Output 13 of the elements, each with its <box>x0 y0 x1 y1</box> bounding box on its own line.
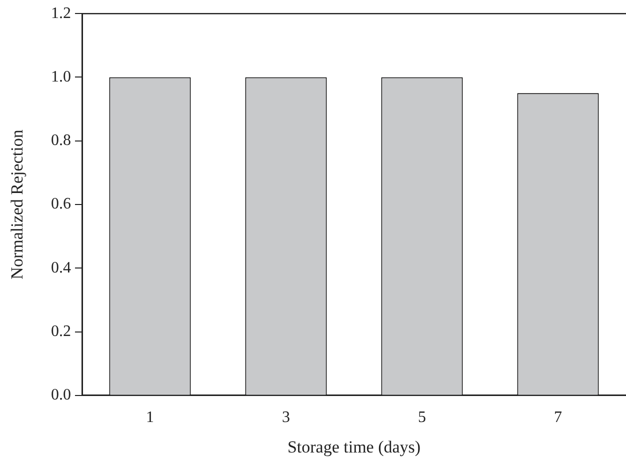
x-tick-label: 1 <box>146 409 154 426</box>
y-tick-label: 1.0 <box>51 68 71 86</box>
y-tick-label: 1.2 <box>51 4 71 22</box>
x-tick-label: 5 <box>418 409 426 426</box>
y-tick-label: 0.4 <box>51 259 71 276</box>
y-axis-title: Normalized Rejection <box>8 129 27 280</box>
x-tick-label: 7 <box>554 409 562 426</box>
y-tick-label: 0.6 <box>51 196 71 213</box>
y-tick-label: 0.0 <box>51 386 71 404</box>
x-tick-label: 3 <box>282 409 290 426</box>
x-axis-title: Storage time (days) <box>287 437 421 456</box>
y-tick-label: 0.8 <box>51 132 71 150</box>
y-tick-label: 0.2 <box>51 322 71 340</box>
